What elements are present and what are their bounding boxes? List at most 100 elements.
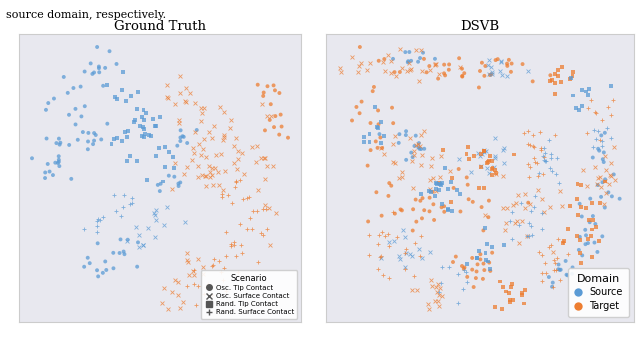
Point [159, 144, 170, 149]
Point [499, 205, 509, 211]
Point [563, 226, 573, 232]
Point [355, 44, 365, 50]
Point [457, 66, 467, 72]
Point [182, 164, 193, 170]
Point [429, 194, 440, 199]
Point [433, 76, 444, 81]
Point [435, 174, 445, 179]
Point [491, 170, 501, 175]
Point [257, 102, 267, 107]
Point [63, 90, 73, 96]
Point [125, 153, 136, 159]
Point [270, 113, 280, 119]
Point [490, 153, 500, 159]
Point [485, 268, 495, 274]
Point [266, 101, 276, 107]
Point [487, 250, 497, 255]
Point [533, 173, 543, 179]
Point [588, 155, 598, 160]
Point [580, 241, 591, 247]
Point [590, 109, 600, 114]
Point [504, 57, 514, 62]
Point [108, 250, 118, 256]
Point [173, 181, 184, 186]
Point [365, 147, 376, 153]
Point [429, 217, 439, 223]
Point [411, 142, 421, 147]
Point [262, 163, 272, 169]
Point [130, 117, 140, 123]
Point [372, 266, 383, 272]
Point [207, 165, 217, 171]
Point [153, 182, 163, 187]
Point [386, 183, 396, 188]
Point [547, 77, 557, 83]
Point [462, 274, 472, 280]
Point [189, 151, 200, 156]
Point [156, 181, 166, 186]
Point [425, 186, 435, 192]
Point [480, 225, 490, 231]
Point [175, 305, 185, 311]
Point [268, 164, 278, 169]
Point [102, 82, 112, 87]
Point [391, 74, 401, 79]
Point [380, 56, 390, 62]
Point [486, 173, 497, 178]
Point [405, 251, 415, 256]
Point [524, 234, 534, 239]
Point [188, 145, 198, 150]
Point [439, 209, 449, 215]
Point [591, 224, 602, 230]
Point [485, 153, 495, 159]
Point [369, 84, 379, 90]
Point [378, 59, 388, 65]
Point [134, 232, 145, 237]
Point [59, 74, 69, 80]
Point [506, 210, 516, 215]
Point [236, 242, 246, 247]
Point [217, 194, 227, 200]
Point [181, 85, 191, 91]
Point [459, 266, 469, 272]
Point [408, 148, 419, 154]
Point [596, 133, 607, 138]
Point [432, 181, 442, 186]
Point [586, 233, 596, 239]
Point [169, 174, 179, 179]
Point [142, 177, 152, 183]
Point [220, 168, 230, 174]
Point [118, 204, 128, 210]
Point [589, 127, 599, 133]
Point [476, 257, 486, 262]
Point [479, 213, 490, 218]
Point [347, 118, 357, 123]
Point [551, 171, 561, 177]
Point [410, 197, 420, 202]
Point [550, 72, 561, 77]
Point [582, 105, 593, 111]
Point [495, 59, 506, 65]
Point [387, 105, 397, 111]
Point [408, 155, 418, 160]
Point [460, 265, 470, 270]
Point [191, 127, 202, 133]
Point [505, 299, 515, 304]
Point [374, 132, 385, 137]
Point [262, 226, 272, 232]
Point [472, 269, 482, 274]
Point [511, 200, 522, 205]
Point [173, 292, 183, 298]
Point [431, 61, 442, 67]
Point [487, 70, 497, 75]
Point [537, 226, 547, 231]
Point [218, 137, 228, 142]
Point [478, 276, 488, 282]
Point [400, 235, 410, 240]
Point [241, 226, 252, 232]
Point [384, 239, 394, 245]
Point [394, 140, 404, 146]
Point [228, 143, 239, 149]
Point [268, 83, 278, 88]
Point [554, 237, 564, 242]
